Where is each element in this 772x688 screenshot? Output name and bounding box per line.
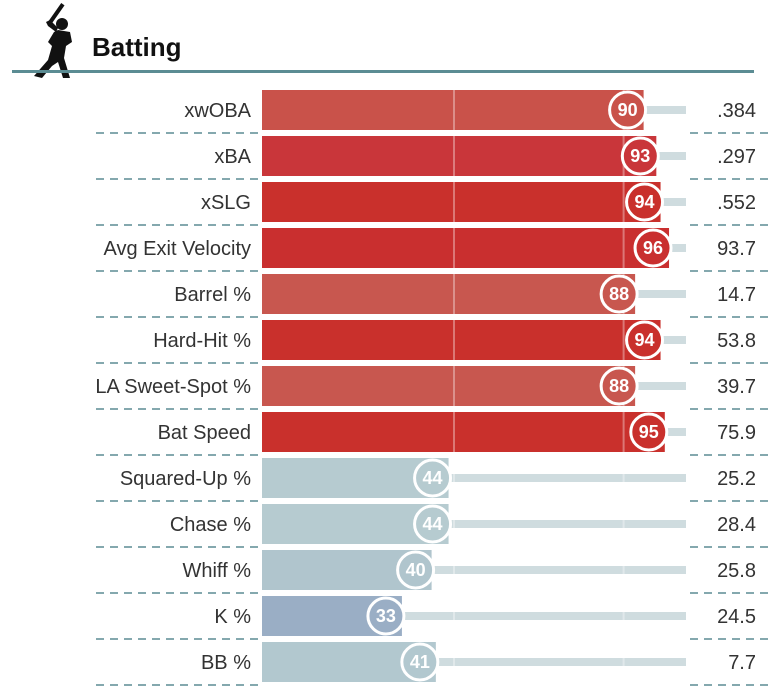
stat-value: .297: [717, 146, 756, 168]
stat-value: .552: [717, 192, 756, 214]
stat-value: 75.9: [717, 422, 756, 444]
percentile-label: 94: [635, 330, 655, 350]
percentile-circle: [599, 274, 639, 314]
percentile-circle: [629, 412, 669, 452]
bar: [262, 274, 636, 314]
bar: [262, 228, 670, 268]
percentile-circle: [396, 550, 436, 590]
category-label: Squared-Up %: [120, 468, 251, 490]
stat-value: 25.8: [717, 560, 756, 582]
category-label: xwOBA: [184, 100, 251, 122]
category-label: Avg Exit Velocity: [104, 238, 251, 260]
chart-title: Batting: [92, 32, 182, 62]
percentile-circle: [366, 596, 406, 636]
batter-silhouette-icon: [34, 3, 72, 78]
percentile-label: 95: [639, 422, 659, 442]
percentile-label: 40: [406, 560, 426, 580]
stat-value: 24.5: [717, 606, 756, 628]
category-label: K %: [214, 606, 251, 628]
percentile-label: 44: [423, 468, 443, 488]
percentile-circle: [625, 182, 665, 222]
stat-value: .384: [717, 100, 756, 122]
stat-value: 53.8: [717, 330, 756, 352]
percentile-label: 93: [630, 146, 650, 166]
percentile-circle: [413, 504, 453, 544]
category-label: Bat Speed: [158, 422, 251, 444]
bar-track: [262, 520, 686, 528]
stat-value: 14.7: [717, 284, 756, 306]
percentile-circle: [620, 136, 660, 176]
percentile-label: 88: [609, 284, 629, 304]
percentile-label: 88: [609, 376, 629, 396]
percentile-label: 33: [376, 606, 396, 626]
bar: [262, 182, 661, 222]
percentile-label: 44: [423, 514, 443, 534]
bar: [262, 136, 657, 176]
percentile-label: 94: [635, 192, 655, 212]
stat-value: 28.4: [717, 514, 756, 536]
stat-value: 93.7: [717, 238, 756, 260]
percentile-label: 96: [643, 238, 663, 258]
category-label: xBA: [214, 146, 251, 168]
percentile-label: 41: [410, 652, 430, 672]
bar-track: [262, 612, 686, 620]
category-label: Whiff %: [182, 560, 251, 582]
percentile-circle: [608, 90, 648, 130]
bar: [262, 320, 661, 360]
stat-value: 25.2: [717, 468, 756, 490]
percentile-circle: [400, 642, 440, 682]
bar: [262, 90, 644, 130]
bar-track: [262, 658, 686, 666]
percentile-circle: [413, 458, 453, 498]
bar: [262, 366, 636, 406]
header-rule: [12, 70, 754, 73]
stat-value: 39.7: [717, 376, 756, 398]
category-label: xSLG: [201, 192, 251, 214]
bar-track: [262, 566, 686, 574]
bar: [262, 412, 665, 452]
bar-track: [262, 474, 686, 482]
chart-header: Batting: [0, 0, 772, 78]
percentile-circle: [625, 320, 665, 360]
stat-value: 7.7: [728, 652, 756, 674]
category-label: Hard-Hit %: [153, 330, 251, 352]
category-label: BB %: [201, 652, 251, 674]
category-label: Chase %: [170, 514, 251, 536]
category-label: LA Sweet-Spot %: [95, 376, 251, 398]
percentile-label: 90: [618, 100, 638, 120]
category-label: Barrel %: [174, 284, 251, 306]
percentile-circle: [599, 366, 639, 406]
percentile-circle: [633, 228, 673, 268]
